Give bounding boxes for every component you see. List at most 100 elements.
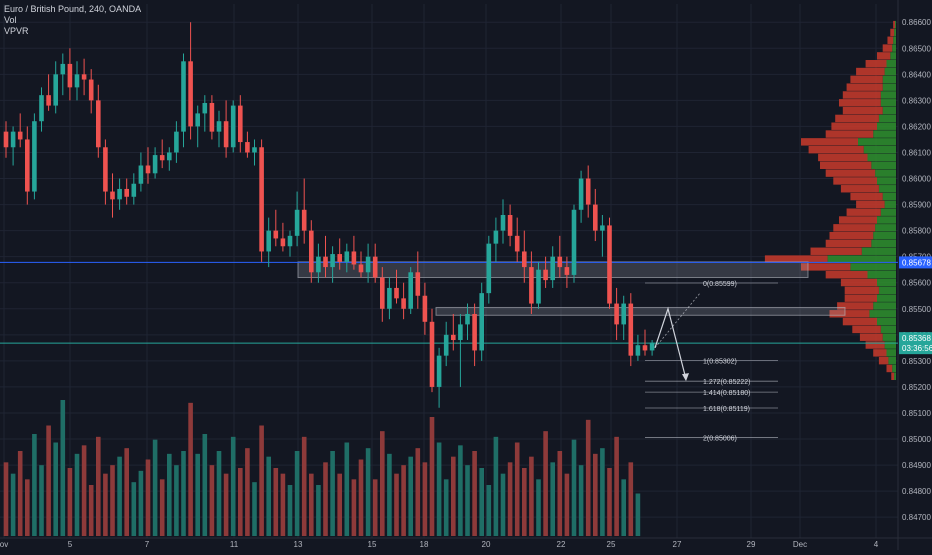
volume-bar bbox=[145, 459, 151, 536]
volume-bar bbox=[529, 456, 534, 536]
profile-row-up bbox=[867, 271, 896, 279]
price-tick-label: 0.85800 bbox=[902, 227, 931, 236]
candle-body bbox=[238, 105, 243, 143]
candle-body bbox=[514, 235, 520, 252]
profile-row-down bbox=[835, 114, 879, 123]
volume-bar bbox=[280, 473, 286, 536]
candle-body bbox=[443, 334, 449, 356]
candle-body bbox=[188, 61, 193, 127]
profile-row-up bbox=[880, 325, 896, 334]
candle-body bbox=[543, 269, 548, 281]
price-axis: 0.86600 0.86500 0.86400 0.86300 0.86200 0.861… bbox=[899, 18, 932, 522]
candle-body bbox=[465, 313, 470, 325]
volume-bar bbox=[600, 448, 605, 536]
candle-body bbox=[557, 256, 563, 268]
volume-bar bbox=[103, 473, 108, 536]
candle-body bbox=[259, 147, 264, 252]
fib-levels: 0(0.85599) 1(0.85302) 1.272(0.85222) 1.414(… bbox=[645, 281, 778, 442]
candle-body bbox=[401, 298, 406, 309]
blue-level-badge bbox=[899, 256, 932, 269]
volume-bar bbox=[188, 402, 193, 536]
volume-bar bbox=[287, 485, 293, 536]
candle-body bbox=[621, 303, 626, 325]
indicator-vol-label[interactable]: Vol bbox=[4, 15, 17, 25]
profile-row-up bbox=[882, 333, 896, 341]
profile-row-up bbox=[871, 239, 896, 248]
candle-body bbox=[131, 183, 137, 197]
candle-body bbox=[124, 188, 129, 197]
chart-legend: Euro / British Pound, 240, OANDA Vol VPV… bbox=[4, 4, 141, 37]
volume-bar bbox=[372, 479, 378, 536]
candle-body bbox=[607, 225, 612, 304]
volume-bar bbox=[514, 442, 520, 536]
profile-row-down bbox=[801, 263, 851, 271]
volume-bar bbox=[81, 445, 87, 536]
profile-row-up bbox=[878, 286, 896, 295]
volume-bar bbox=[550, 462, 555, 536]
candle-body bbox=[159, 155, 165, 161]
profile-row-down bbox=[825, 271, 868, 279]
profile-row-down bbox=[831, 122, 877, 130]
candle-body bbox=[81, 74, 87, 80]
volume-bar bbox=[429, 417, 435, 536]
volume-bar bbox=[223, 473, 229, 536]
candle-body bbox=[181, 61, 186, 132]
profile-row-down bbox=[840, 185, 879, 193]
candle-body bbox=[451, 334, 456, 341]
volume-bar bbox=[443, 479, 449, 536]
candle-body bbox=[266, 230, 271, 252]
profile-row-up bbox=[890, 52, 896, 60]
price-tick-label: 0.85100 bbox=[902, 409, 931, 418]
candle-body bbox=[536, 269, 541, 304]
profile-row-down bbox=[852, 325, 881, 334]
candle-body bbox=[522, 251, 527, 268]
candle-body bbox=[316, 256, 321, 273]
volume-bar bbox=[74, 453, 80, 536]
volume-bar bbox=[252, 482, 257, 536]
profile-row-up bbox=[873, 231, 896, 240]
volume-bar bbox=[181, 451, 186, 536]
profile-row-down bbox=[840, 278, 877, 287]
volume-bar bbox=[465, 465, 470, 536]
price-tick-label: 0.86200 bbox=[902, 122, 931, 131]
volume-bar bbox=[323, 462, 328, 536]
fib-label: 1(0.85302) bbox=[703, 358, 737, 365]
profile-row-down bbox=[856, 67, 885, 76]
volume-bar bbox=[273, 468, 279, 536]
fib-label: 0(0.85599) bbox=[703, 281, 737, 288]
volume-bar bbox=[330, 451, 335, 536]
profile-row-up bbox=[894, 372, 896, 381]
profile-row-down bbox=[829, 310, 870, 318]
candle-body bbox=[507, 214, 513, 236]
volume-bar bbox=[635, 493, 641, 536]
candle-body bbox=[472, 313, 477, 351]
candle-body bbox=[287, 235, 293, 247]
profile-row-up bbox=[886, 60, 896, 68]
volume-bar bbox=[110, 465, 115, 536]
volume-profile bbox=[764, 20, 896, 381]
candle-body bbox=[273, 230, 279, 239]
candle-body bbox=[394, 287, 399, 299]
volume-bar bbox=[436, 442, 442, 536]
volume-bar bbox=[507, 462, 513, 536]
volume-bar bbox=[415, 448, 421, 536]
price-tick-label: 0.85300 bbox=[902, 357, 931, 366]
time-tick-label: 4 bbox=[874, 540, 879, 549]
candle-body bbox=[10, 131, 16, 148]
profile-row-down bbox=[890, 28, 895, 37]
time-tick-label: 20 bbox=[482, 540, 491, 549]
symbol-title[interactable]: Euro / British Pound, 240, OANDA bbox=[4, 4, 142, 14]
profile-row-down bbox=[850, 192, 883, 201]
profile-row-up bbox=[892, 364, 896, 373]
candle-body bbox=[358, 264, 364, 273]
candle-body bbox=[649, 342, 655, 351]
profile-row-down bbox=[801, 138, 858, 146]
projection-arrowhead bbox=[682, 373, 689, 382]
indicator-vpvr-label[interactable]: VPVR bbox=[4, 26, 29, 36]
candle-body bbox=[479, 293, 484, 351]
candle-body bbox=[422, 295, 428, 322]
profile-row-up bbox=[875, 169, 896, 177]
volume-bar bbox=[167, 453, 172, 536]
